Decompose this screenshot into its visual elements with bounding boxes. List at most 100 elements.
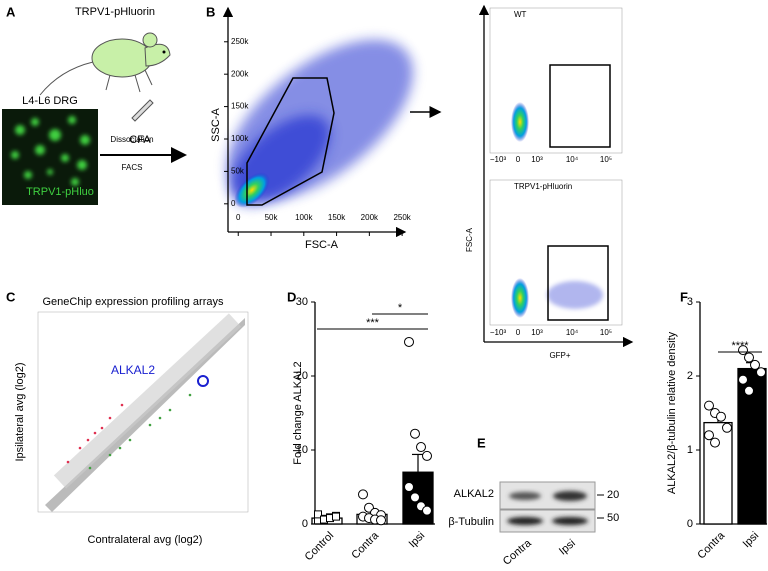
point <box>422 505 432 516</box>
image-label: TRPV1-pHluo <box>26 186 94 198</box>
point <box>404 336 414 347</box>
band <box>509 492 541 500</box>
point <box>410 492 420 503</box>
x-tick-label: 200k <box>361 213 379 222</box>
point <box>376 515 386 526</box>
x-tick-label: 10⁵ <box>600 155 612 164</box>
mouse <box>39 32 171 122</box>
point <box>744 385 754 396</box>
y-tick-label: 20 <box>296 370 308 382</box>
x-tick-label: Ipsi <box>741 530 762 551</box>
x-tick-label: 0 <box>236 213 241 222</box>
band-label: ALKAL2 <box>454 488 494 500</box>
significance-label: **** <box>731 340 749 352</box>
point <box>422 450 432 461</box>
scatter-band <box>53 313 242 489</box>
x-tick-label: 10³ <box>531 328 543 337</box>
y-tick-label: 250k <box>231 37 249 46</box>
point <box>750 359 760 370</box>
panel-label: C <box>6 289 16 304</box>
highlight-label: ALKAL2 <box>111 363 155 377</box>
density-cloud <box>547 281 603 309</box>
x-label: GFP+ <box>549 351 570 360</box>
point <box>358 489 368 500</box>
x-tick-label: Contra <box>349 529 381 561</box>
point <box>410 428 420 439</box>
point <box>332 512 340 521</box>
gate <box>547 245 609 321</box>
band-label: β-Tubulin <box>448 516 494 528</box>
gate <box>246 77 335 206</box>
x-tick-label: −10³ <box>490 328 507 337</box>
point <box>314 510 322 519</box>
x-tick-label: 10⁵ <box>600 328 612 337</box>
band <box>552 517 588 525</box>
band <box>553 491 587 501</box>
panel-label: B <box>206 4 215 19</box>
point <box>744 352 754 363</box>
density-cloud <box>511 278 529 318</box>
density-cloud <box>226 39 414 208</box>
plot-title: WT <box>514 10 527 19</box>
y-tick-label: 200k <box>231 69 249 78</box>
plot-frame <box>37 311 249 513</box>
down-points <box>88 393 192 470</box>
x-tick-label: Contra <box>695 529 727 561</box>
y-label: SSC-A <box>210 108 222 142</box>
point <box>722 422 732 433</box>
x-tick-label: 10⁴ <box>566 155 579 164</box>
x-tick-label: Control <box>303 530 337 564</box>
y-tick-label: 0 <box>302 518 308 530</box>
plot-title: TRPV1-pHluorin <box>514 182 572 191</box>
plot-frame <box>489 7 623 154</box>
y-label: FSC-A <box>465 227 474 252</box>
size-marker: 50 <box>607 512 619 524</box>
size-marker: 20 <box>607 489 619 501</box>
mouse-label: TRPV1-pHluorin <box>75 6 155 18</box>
point <box>404 482 414 492</box>
y-tick-label: 10 <box>296 444 308 456</box>
x-tick-label: 10⁴ <box>566 328 579 337</box>
panel-label: E <box>477 435 486 450</box>
lane-label: Ipsi <box>557 537 578 557</box>
point <box>704 430 714 441</box>
y-tick-label: 150k <box>231 102 249 111</box>
panel-label: A <box>6 4 16 19</box>
significance-label: * <box>398 302 403 314</box>
arrow-label: FACS <box>122 163 143 172</box>
x-tick-label: 150k <box>328 213 346 222</box>
y-tick-label: 1 <box>687 444 693 456</box>
y-tick-label: 0 <box>687 518 693 530</box>
y-label: Ipsilateral avg (log2) <box>14 362 26 461</box>
tissue-label: L4-L6 DRG <box>22 95 78 107</box>
x-tick-label: 100k <box>295 213 313 222</box>
x-tick-label: 0 <box>516 155 521 164</box>
lane-label: Contra <box>501 537 535 568</box>
point <box>716 411 726 422</box>
chart-title: GeneChip expression profiling arrays <box>43 296 224 308</box>
significance-label: *** <box>366 317 380 329</box>
point <box>710 437 720 448</box>
point <box>704 400 714 411</box>
highlight-marker <box>197 375 209 387</box>
plot-frame <box>489 179 623 326</box>
y-tick-label: 3 <box>687 296 693 308</box>
drg-image <box>2 109 98 205</box>
x-label: Contralateral avg (log2) <box>88 534 203 546</box>
band <box>507 517 543 525</box>
injection-label: CFA <box>129 134 151 146</box>
y-tick-label: 100k <box>231 134 249 143</box>
y-tick-label: 30 <box>296 296 308 308</box>
gate <box>549 64 611 148</box>
point <box>756 367 766 378</box>
panel-label: F <box>680 289 688 304</box>
x-tick-label: 250k <box>393 213 411 222</box>
y-tick-label: 50k <box>231 167 245 176</box>
panel-label: D <box>287 289 296 304</box>
point <box>738 374 748 385</box>
y-label: Fold change ALKAL2 <box>292 361 304 464</box>
up-points <box>66 403 124 464</box>
x-label: FSC-A <box>305 239 339 251</box>
arrow-label: Dissociation <box>110 135 153 144</box>
y-label: ALKAL2/β-tubulin relative density <box>666 331 678 494</box>
